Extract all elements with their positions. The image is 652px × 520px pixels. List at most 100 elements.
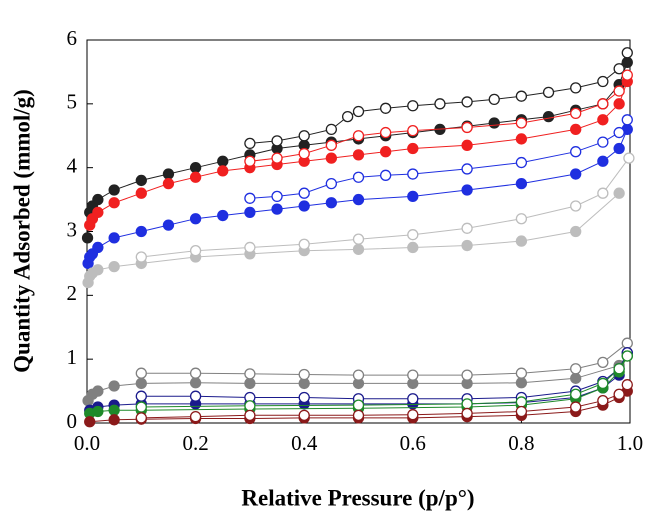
point <box>298 238 310 250</box>
point <box>352 369 365 381</box>
point <box>515 405 528 418</box>
point <box>84 416 96 428</box>
point <box>597 155 609 167</box>
point <box>244 155 256 167</box>
point <box>244 409 256 421</box>
point <box>407 142 419 155</box>
point <box>542 110 555 123</box>
point <box>488 117 500 129</box>
x-tick-label: 1.0 <box>617 431 643 455</box>
point <box>135 412 147 424</box>
y-tick-label: 3 <box>67 217 78 241</box>
point <box>108 232 120 244</box>
series-line <box>141 342 628 376</box>
point <box>570 82 582 94</box>
point <box>461 139 473 151</box>
point <box>621 337 633 349</box>
point <box>515 235 528 247</box>
point <box>461 398 473 410</box>
point <box>515 90 528 102</box>
x-axis-title: Relative Pressure (p/p°) <box>241 485 474 510</box>
y-axis-title: Quantity Adsorbed (mmol/g) <box>9 89 34 373</box>
point <box>244 192 256 204</box>
point <box>623 152 635 164</box>
point <box>515 213 528 225</box>
point <box>613 98 625 110</box>
point <box>570 168 582 180</box>
point <box>189 410 202 423</box>
point <box>597 395 609 407</box>
point <box>352 130 365 142</box>
y-tick-label: 5 <box>67 90 78 114</box>
point <box>298 368 310 381</box>
point <box>298 200 310 212</box>
point <box>597 98 609 110</box>
point <box>92 385 104 397</box>
point <box>570 372 582 384</box>
point <box>217 155 229 167</box>
point <box>162 168 175 180</box>
point <box>244 368 256 380</box>
x-tick-label: 0.8 <box>508 431 534 455</box>
point <box>570 107 582 120</box>
point <box>108 197 120 209</box>
point <box>621 114 633 126</box>
point <box>162 219 175 231</box>
y-tick-label: 1 <box>67 345 78 369</box>
point <box>352 399 365 411</box>
point <box>597 356 609 369</box>
point <box>570 225 582 238</box>
point <box>570 363 582 375</box>
point <box>298 187 310 199</box>
point <box>461 222 473 234</box>
point <box>135 367 147 379</box>
point <box>515 133 528 145</box>
point <box>135 225 147 238</box>
point <box>217 209 229 222</box>
point <box>162 177 175 190</box>
point <box>613 363 625 375</box>
point <box>407 124 419 137</box>
point <box>325 139 338 151</box>
point <box>341 110 354 123</box>
point <box>434 98 446 110</box>
point <box>407 393 419 405</box>
point <box>81 232 94 244</box>
point <box>597 136 609 148</box>
point <box>352 409 365 421</box>
point <box>298 147 310 160</box>
point <box>515 396 528 408</box>
point <box>189 162 202 174</box>
point <box>570 123 582 136</box>
point <box>621 350 633 362</box>
point <box>352 233 365 245</box>
point <box>407 229 419 241</box>
point <box>271 152 283 164</box>
point <box>597 75 609 88</box>
point <box>570 146 582 158</box>
point <box>461 369 473 381</box>
point <box>244 137 256 150</box>
point <box>298 409 310 421</box>
x-tick-label: 0.4 <box>291 431 318 455</box>
point <box>135 377 147 390</box>
point <box>597 377 609 390</box>
point <box>352 193 365 206</box>
point <box>407 168 419 180</box>
point <box>379 146 392 158</box>
point <box>407 190 419 203</box>
point <box>298 391 310 404</box>
point <box>621 47 633 59</box>
point <box>515 156 528 169</box>
point <box>135 401 147 413</box>
point <box>621 379 633 391</box>
point <box>515 367 528 379</box>
point <box>379 102 392 114</box>
point <box>189 213 202 225</box>
point <box>461 96 473 108</box>
point <box>515 117 528 129</box>
point <box>244 377 256 390</box>
point <box>244 206 256 219</box>
x-tick-label: 0.6 <box>400 431 426 455</box>
